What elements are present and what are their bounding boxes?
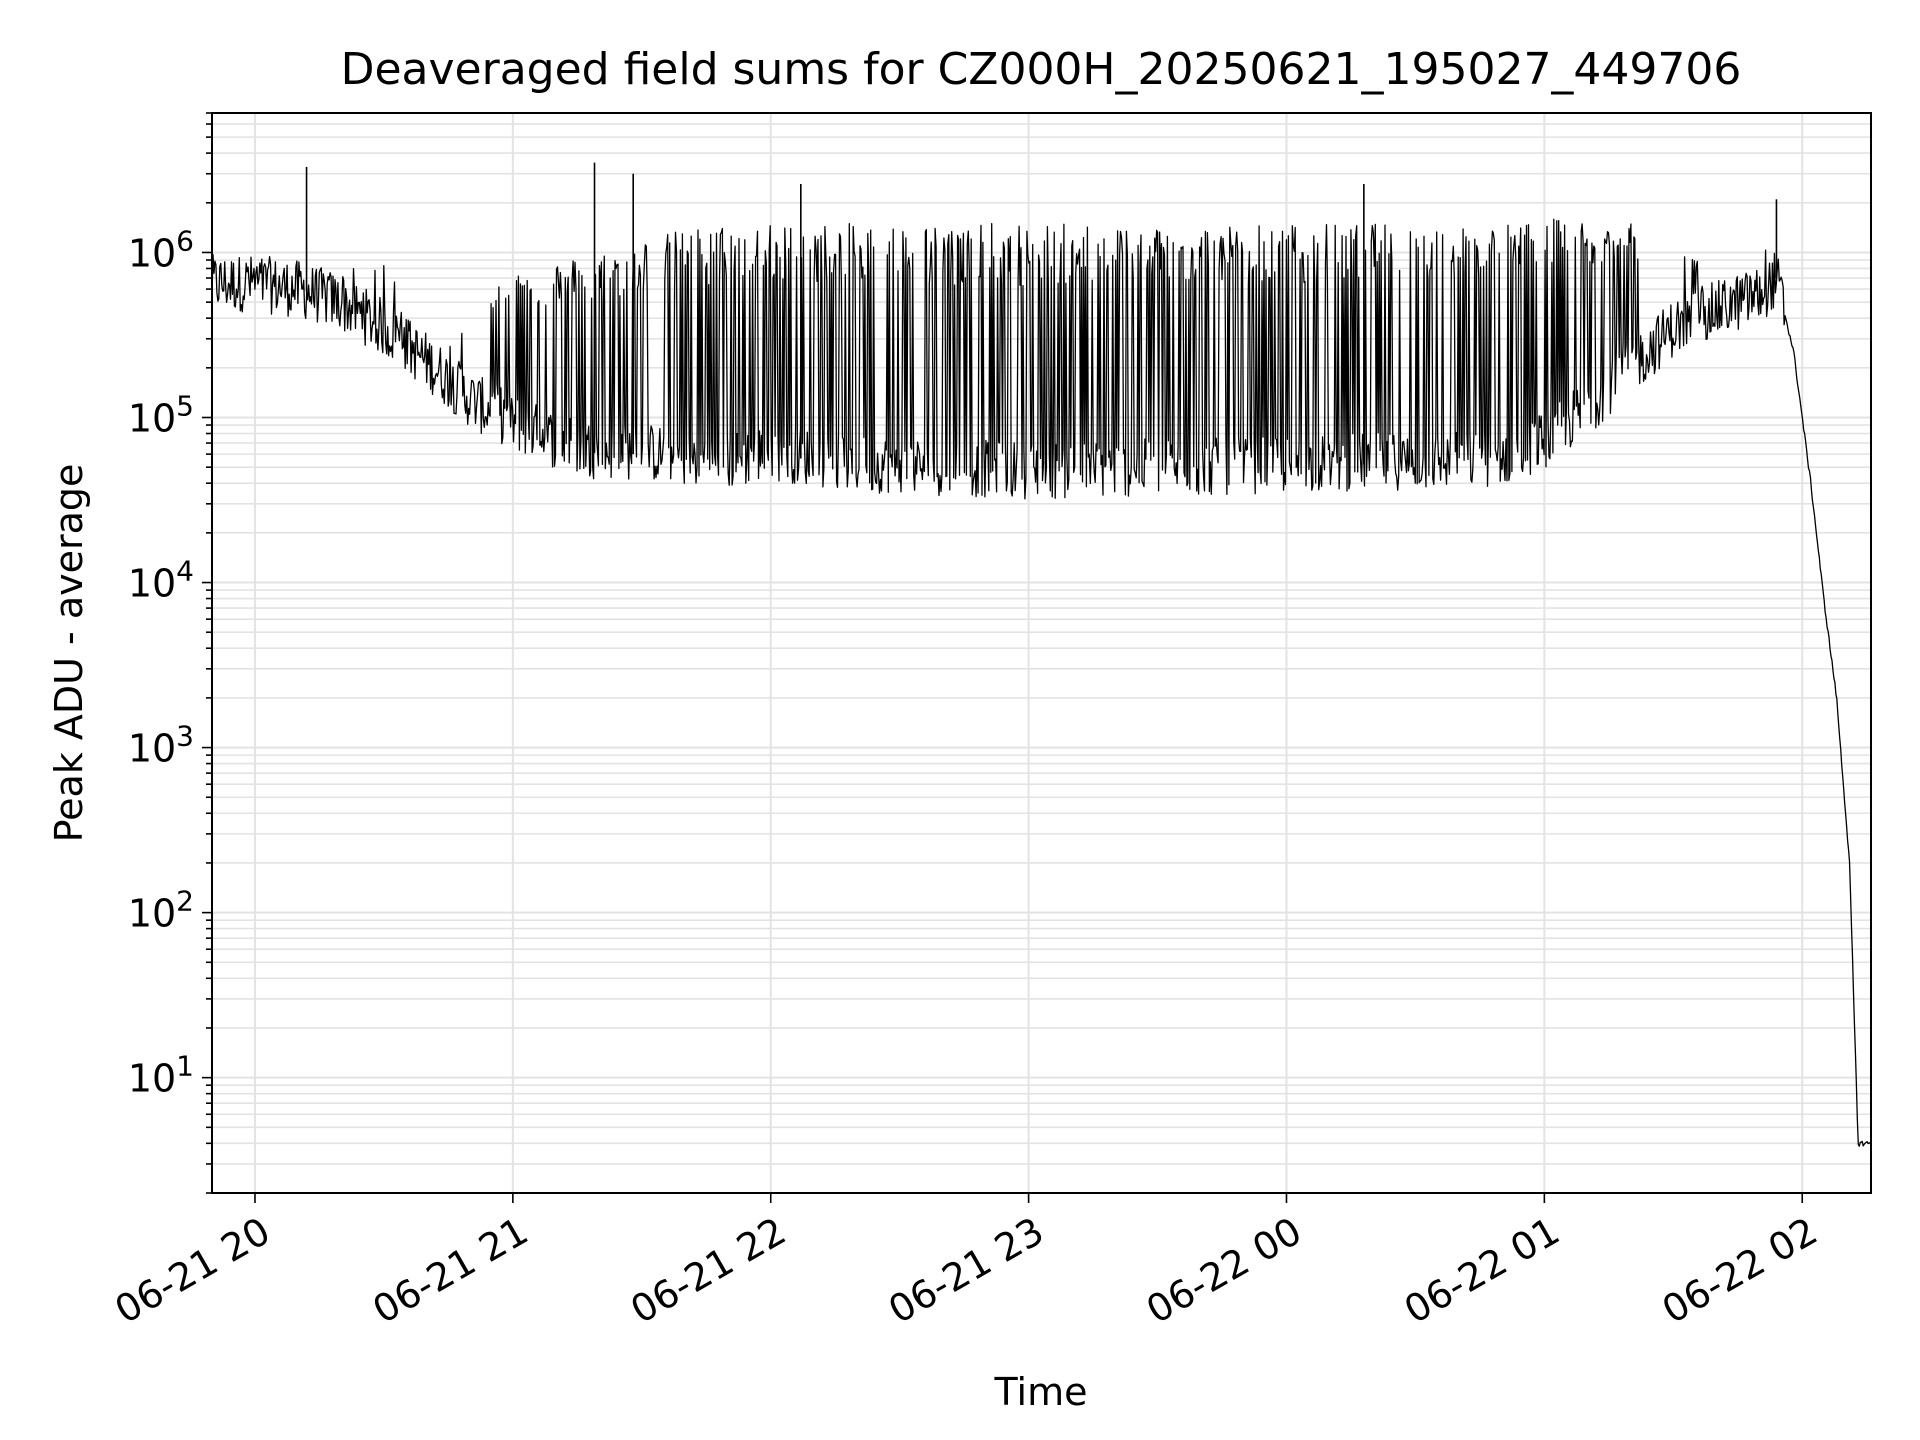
y-tick-exponent: 3 [176,720,194,753]
y-tick-label: 105 [128,390,194,441]
plot-frame [211,112,1872,1194]
grid [212,112,1871,1194]
y-tick-exponent: 4 [176,555,194,588]
chart-title: Deaveraged field sums for CZ000H_2025062… [341,44,1742,95]
y-tick-base: 10 [128,231,176,275]
y-tick-exponent: 5 [176,390,194,423]
y-tick-label: 101 [128,1050,194,1101]
data-line [211,162,1872,1147]
y-tick-base: 10 [128,892,176,936]
y-tick-base: 10 [128,1057,176,1101]
y-tick-label: 104 [128,555,194,606]
y-tick-label: 106 [128,224,194,275]
x-axis-label: Time [994,1370,1088,1414]
y-tick-base: 10 [128,727,176,771]
y-tick-label: 102 [128,885,194,936]
y-tick-base: 10 [128,397,176,441]
y-axis-label: Peak ADU - average [47,464,91,843]
y-tick-label: 103 [128,720,194,771]
series-line [211,218,1872,1147]
y-tick-exponent: 6 [176,224,194,257]
y-tick-exponent: 1 [176,1050,194,1083]
y-tick-base: 10 [128,562,176,606]
y-tick-exponent: 2 [176,885,194,918]
